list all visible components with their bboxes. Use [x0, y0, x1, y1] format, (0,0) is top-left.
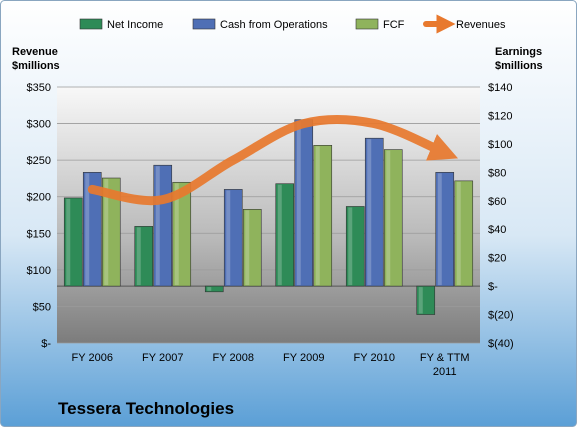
fcf-bar-highlight: [386, 150, 391, 286]
left-axis-label-line1: Revenue: [12, 46, 58, 58]
left-tick-label: $250: [27, 155, 51, 167]
fcf-bar-highlight: [174, 183, 179, 286]
cash-from-operations-bar-highlight: [85, 173, 90, 286]
bars: [63, 119, 474, 315]
left-axis-ticks: $- $50 $100 $150 $200 $250 $300 $350: [27, 82, 52, 350]
right-axis-label-line1: Earnings: [495, 46, 542, 58]
right-tick-label: $120: [488, 110, 512, 122]
left-tick-label: $300: [27, 119, 51, 131]
right-tick-label: $-: [488, 281, 498, 293]
cash-from-operations-bar-highlight: [296, 120, 301, 286]
left-tick-label: $50: [33, 301, 51, 313]
left-tick-label: $-: [41, 338, 51, 350]
plot-area: [57, 87, 480, 343]
left-axis-label-line2: $millions: [12, 60, 60, 72]
left-tick-label: $100: [27, 265, 51, 277]
net-income-bar-highlight: [66, 198, 71, 286]
chart-title: Tessera Technologies: [58, 399, 234, 418]
right-tick-label: $(40): [488, 338, 514, 350]
cash-from-operations-bar: [364, 137, 384, 287]
net-income-bar: [275, 183, 295, 287]
cash-from-operations-bar-highlight: [155, 166, 160, 286]
revenues-line: [87, 114, 459, 206]
cash-from-operations-bar-highlight: [226, 190, 231, 286]
legend-swatch-net-income: [79, 18, 103, 30]
category-label: FY 2010: [354, 352, 395, 364]
cash-from-operations-bar: [223, 189, 243, 287]
net-income-bar-highlight: [348, 207, 353, 286]
left-tick-label: $350: [27, 82, 51, 94]
left-tick-label: $150: [27, 228, 51, 240]
net-income-bar: [204, 285, 224, 293]
legend-label-cash-from-operations: Cash from Operations: [220, 19, 328, 31]
net-income-bar-highlight: [418, 287, 423, 314]
right-tick-label: $40: [488, 224, 506, 236]
fcf-bar-highlight: [456, 181, 461, 286]
right-tick-label: $140: [488, 82, 512, 94]
category-labels: FY 2006 FY 2007 FY 2008 FY 2009 FY 2010 FY & …: [72, 352, 470, 378]
cash-from-operations-bar: [435, 172, 455, 287]
fcf-bar-highlight: [104, 179, 109, 286]
net-income-bar: [345, 206, 365, 287]
fcf-bar: [383, 149, 403, 287]
right-tick-label: $100: [488, 139, 512, 151]
right-tick-label: $60: [488, 196, 506, 208]
net-income-bar: [416, 285, 436, 315]
category-label: 2011: [433, 366, 457, 378]
category-label: FY 2006: [72, 352, 113, 364]
right-tick-label: $20: [488, 253, 506, 265]
fcf-bar: [101, 177, 121, 287]
fcf-bar-highlight: [245, 210, 250, 286]
category-label: FY 2007: [142, 352, 183, 364]
legend: Net Income Cash from Operations FCF Revenue…: [79, 14, 506, 34]
net-income-bar: [134, 226, 154, 287]
net-income-bar: [63, 197, 83, 287]
right-axis-ticks: $(40) $(20) $- $20 $40 $60 $80 $100 $120 $140: [488, 82, 514, 350]
category-label: FY & TTM: [420, 352, 470, 364]
net-income-bar-highlight: [207, 287, 212, 291]
cash-from-operations-bar-highlight: [367, 139, 372, 286]
right-tick-label: $80: [488, 167, 506, 179]
fcf-bar: [172, 181, 192, 287]
legend-label-revenues: Revenues: [456, 19, 506, 31]
legend-label-fcf: FCF: [383, 19, 405, 31]
fcf-bar-highlight: [315, 146, 320, 286]
legend-label-net-income: Net Income: [107, 19, 163, 31]
net-income-bar-highlight: [136, 227, 141, 286]
right-axis-label-line2: $millions: [495, 60, 543, 72]
cash-from-operations-bar-highlight: [437, 173, 442, 286]
right-tick-label: $(20): [488, 310, 514, 322]
fcf-bar: [242, 209, 262, 287]
left-tick-label: $200: [27, 192, 51, 204]
legend-swatch-cash-from-operations: [192, 18, 216, 30]
legend-swatch-fcf: [355, 18, 379, 30]
category-label: FY 2008: [213, 352, 254, 364]
fcf-bar: [313, 145, 333, 287]
net-income-bar-highlight: [277, 184, 282, 286]
fcf-bar: [454, 180, 474, 287]
category-label: FY 2009: [283, 352, 324, 364]
cash-from-operations-bar: [82, 172, 102, 287]
